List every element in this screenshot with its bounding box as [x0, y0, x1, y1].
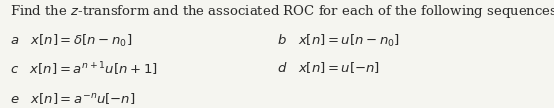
Text: Find the $z$-transform and the associated ROC for each of the following sequence: Find the $z$-transform and the associate… [10, 3, 554, 20]
Text: $\it{e}$   $x[n] = a^{-n}u[-n]$: $\it{e}$ $x[n] = a^{-n}u[-n]$ [10, 91, 136, 106]
Text: $\it{c}$   $x[n] = a^{n+1}u[n + 1]$: $\it{c}$ $x[n] = a^{n+1}u[n + 1]$ [10, 60, 158, 78]
Text: $\it{a}$   $x[n] = \delta[n - n_0]$: $\it{a}$ $x[n] = \delta[n - n_0]$ [10, 32, 132, 48]
Text: $\it{d}$   $x[n] = u[-n]$: $\it{d}$ $x[n] = u[-n]$ [277, 60, 380, 75]
Text: $\it{b}$   $x[n] = u[n - n_0]$: $\it{b}$ $x[n] = u[n - n_0]$ [277, 32, 400, 48]
